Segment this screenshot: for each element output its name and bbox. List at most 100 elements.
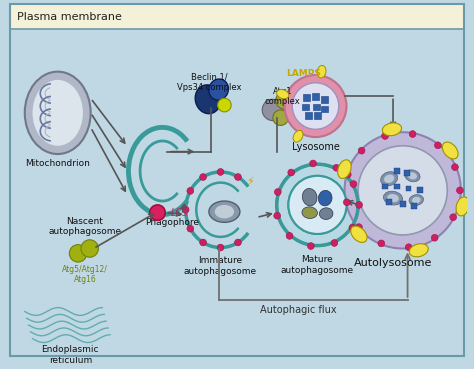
Bar xyxy=(404,170,410,176)
Circle shape xyxy=(345,132,461,248)
Circle shape xyxy=(452,164,458,170)
Circle shape xyxy=(333,164,340,171)
Bar xyxy=(383,184,388,189)
Circle shape xyxy=(150,205,165,220)
Ellipse shape xyxy=(409,244,428,257)
Circle shape xyxy=(273,110,288,125)
Circle shape xyxy=(310,160,317,167)
Bar xyxy=(303,94,310,101)
Text: Beclin 1/
Vps34 complex: Beclin 1/ Vps34 complex xyxy=(177,72,241,92)
Circle shape xyxy=(187,187,194,194)
Ellipse shape xyxy=(383,123,401,136)
Bar xyxy=(400,201,406,207)
Circle shape xyxy=(276,92,293,109)
Circle shape xyxy=(288,176,346,234)
Circle shape xyxy=(288,176,346,234)
Ellipse shape xyxy=(293,130,303,142)
Circle shape xyxy=(450,214,456,221)
Ellipse shape xyxy=(33,80,83,146)
Circle shape xyxy=(187,225,194,232)
Bar xyxy=(394,168,400,174)
Circle shape xyxy=(286,232,293,239)
Text: Atg5/Atg12/
Atg16: Atg5/Atg12/ Atg16 xyxy=(62,265,108,284)
Circle shape xyxy=(345,171,351,178)
Circle shape xyxy=(284,75,346,137)
Circle shape xyxy=(292,83,339,129)
Circle shape xyxy=(350,181,357,187)
Circle shape xyxy=(356,224,362,231)
Circle shape xyxy=(262,99,283,121)
Circle shape xyxy=(405,244,412,251)
Ellipse shape xyxy=(317,65,326,78)
Text: LAMPS: LAMPS xyxy=(286,69,321,78)
Ellipse shape xyxy=(442,142,458,159)
Circle shape xyxy=(200,239,207,246)
Ellipse shape xyxy=(302,207,318,218)
Text: Autolysosome: Autolysosome xyxy=(354,258,432,268)
Ellipse shape xyxy=(337,160,351,179)
Ellipse shape xyxy=(381,172,398,186)
Ellipse shape xyxy=(319,208,333,220)
Ellipse shape xyxy=(383,191,402,205)
Circle shape xyxy=(378,240,385,247)
Bar xyxy=(417,187,423,193)
Ellipse shape xyxy=(319,190,332,206)
Text: Nascent
autophagosome: Nascent autophagosome xyxy=(48,217,121,236)
Bar xyxy=(302,104,309,110)
Text: Immature
autophagosome: Immature autophagosome xyxy=(184,256,257,276)
Circle shape xyxy=(356,201,363,208)
Bar xyxy=(10,4,464,30)
Circle shape xyxy=(235,174,241,180)
Text: LC3: LC3 xyxy=(171,208,190,218)
Ellipse shape xyxy=(209,201,240,223)
Circle shape xyxy=(431,234,438,241)
Ellipse shape xyxy=(195,85,221,114)
Bar xyxy=(305,112,312,119)
Text: Endoplasmic
reticulum: Endoplasmic reticulum xyxy=(42,345,99,365)
Circle shape xyxy=(200,174,207,180)
Bar xyxy=(411,203,417,209)
Circle shape xyxy=(288,169,295,176)
Circle shape xyxy=(382,132,388,139)
Circle shape xyxy=(274,212,281,219)
Ellipse shape xyxy=(302,189,317,206)
Text: Plasma membrane: Plasma membrane xyxy=(17,12,122,22)
Circle shape xyxy=(308,243,314,249)
Circle shape xyxy=(409,131,416,137)
Circle shape xyxy=(349,224,356,231)
Text: ⚡: ⚡ xyxy=(246,177,254,187)
Bar xyxy=(313,104,320,110)
Ellipse shape xyxy=(25,72,91,154)
Ellipse shape xyxy=(412,197,420,203)
Circle shape xyxy=(274,189,281,196)
Text: Mature
autophagosome: Mature autophagosome xyxy=(281,255,354,275)
Text: Phagophore: Phagophore xyxy=(145,217,199,227)
Bar xyxy=(394,184,400,189)
Circle shape xyxy=(277,164,358,246)
Ellipse shape xyxy=(387,194,399,202)
Ellipse shape xyxy=(409,195,423,206)
Circle shape xyxy=(343,199,350,206)
Ellipse shape xyxy=(277,90,289,99)
Circle shape xyxy=(331,239,338,246)
Ellipse shape xyxy=(408,172,417,179)
Bar xyxy=(406,186,411,192)
Circle shape xyxy=(435,142,441,149)
Circle shape xyxy=(217,244,224,251)
Bar xyxy=(312,93,319,100)
Text: Mitochondrion: Mitochondrion xyxy=(25,159,90,168)
Ellipse shape xyxy=(456,197,469,216)
Bar xyxy=(321,96,328,103)
Text: Lysosome: Lysosome xyxy=(292,142,339,152)
Circle shape xyxy=(217,169,224,175)
Ellipse shape xyxy=(209,79,228,100)
Circle shape xyxy=(358,147,365,154)
Text: Atg1
complex: Atg1 complex xyxy=(264,87,301,106)
Circle shape xyxy=(81,240,99,257)
Bar xyxy=(314,112,321,119)
Ellipse shape xyxy=(405,170,420,182)
Circle shape xyxy=(456,187,463,194)
Bar xyxy=(321,106,328,112)
Ellipse shape xyxy=(215,205,234,218)
Circle shape xyxy=(235,239,241,246)
